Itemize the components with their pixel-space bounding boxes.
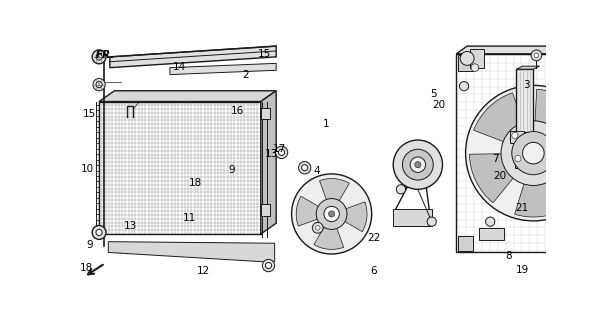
Text: 13: 13 — [123, 221, 137, 231]
Polygon shape — [99, 91, 276, 101]
Bar — [458, 55, 473, 71]
Text: 11: 11 — [182, 213, 196, 223]
Text: 20: 20 — [432, 100, 446, 110]
Circle shape — [266, 262, 272, 268]
Bar — [516, 69, 533, 132]
Text: 7: 7 — [492, 154, 499, 164]
Text: 15: 15 — [83, 108, 96, 118]
Bar — [470, 49, 484, 68]
Circle shape — [512, 132, 555, 175]
Circle shape — [402, 149, 434, 180]
Text: 18: 18 — [189, 178, 202, 188]
Circle shape — [96, 54, 102, 60]
Circle shape — [534, 53, 539, 58]
Text: 1: 1 — [322, 119, 329, 129]
Bar — [393, 209, 432, 226]
Bar — [261, 204, 270, 215]
Wedge shape — [314, 214, 344, 249]
Circle shape — [466, 85, 601, 221]
Text: 10: 10 — [80, 164, 94, 174]
Text: 14: 14 — [173, 62, 186, 72]
Text: 5: 5 — [430, 89, 437, 99]
Text: 12: 12 — [198, 266, 210, 276]
Circle shape — [278, 149, 285, 156]
Circle shape — [299, 162, 311, 174]
Circle shape — [302, 165, 308, 171]
Text: FR.: FR. — [96, 50, 116, 60]
Text: 3: 3 — [523, 80, 530, 90]
Wedge shape — [474, 93, 533, 153]
Bar — [457, 54, 608, 252]
Circle shape — [328, 211, 334, 217]
Bar — [510, 131, 524, 143]
Circle shape — [393, 140, 443, 189]
Text: 2: 2 — [242, 70, 249, 80]
Circle shape — [512, 132, 518, 139]
Circle shape — [460, 52, 474, 65]
Text: 20: 20 — [493, 172, 506, 181]
Bar — [480, 228, 504, 240]
Text: 19: 19 — [516, 265, 529, 275]
Circle shape — [313, 222, 323, 233]
Circle shape — [523, 142, 544, 164]
Text: 22: 22 — [367, 233, 380, 243]
Wedge shape — [320, 179, 350, 214]
Text: 8: 8 — [505, 252, 511, 261]
Wedge shape — [331, 202, 367, 232]
Text: 9: 9 — [229, 165, 235, 175]
Wedge shape — [515, 153, 568, 217]
Circle shape — [93, 78, 105, 91]
Text: 6: 6 — [370, 266, 377, 276]
Text: 9: 9 — [86, 240, 92, 250]
Text: 21: 21 — [516, 203, 529, 213]
Circle shape — [92, 50, 106, 64]
Bar — [458, 236, 473, 251]
Circle shape — [471, 64, 478, 71]
Circle shape — [531, 50, 542, 61]
Bar — [593, 55, 608, 71]
Polygon shape — [108, 242, 275, 262]
Circle shape — [427, 217, 437, 226]
Circle shape — [316, 198, 347, 229]
Text: 17: 17 — [273, 144, 286, 154]
Bar — [515, 156, 530, 168]
Circle shape — [92, 226, 106, 239]
Circle shape — [275, 146, 288, 158]
Bar — [593, 236, 608, 251]
Wedge shape — [533, 137, 597, 190]
Circle shape — [501, 121, 565, 186]
Wedge shape — [296, 196, 331, 226]
Circle shape — [96, 82, 102, 88]
Bar — [261, 108, 270, 119]
Circle shape — [396, 185, 406, 194]
Text: 4: 4 — [314, 166, 320, 176]
Circle shape — [316, 226, 320, 230]
Circle shape — [292, 174, 371, 254]
Text: 13: 13 — [265, 149, 278, 159]
Circle shape — [510, 134, 519, 143]
Polygon shape — [457, 46, 608, 54]
Circle shape — [515, 156, 521, 162]
Text: 15: 15 — [258, 49, 271, 60]
Circle shape — [324, 206, 339, 222]
Text: 18: 18 — [80, 262, 94, 273]
Circle shape — [415, 162, 421, 168]
Circle shape — [532, 148, 541, 157]
Circle shape — [262, 260, 275, 272]
Polygon shape — [110, 46, 276, 68]
Circle shape — [410, 157, 426, 172]
Polygon shape — [170, 63, 276, 75]
Circle shape — [486, 217, 495, 226]
Polygon shape — [516, 66, 539, 69]
Circle shape — [96, 229, 102, 236]
Bar — [516, 132, 533, 137]
Wedge shape — [469, 153, 533, 203]
Bar — [99, 101, 261, 234]
Circle shape — [460, 82, 469, 91]
Wedge shape — [533, 89, 584, 153]
Polygon shape — [261, 91, 276, 234]
Text: 16: 16 — [231, 106, 244, 116]
